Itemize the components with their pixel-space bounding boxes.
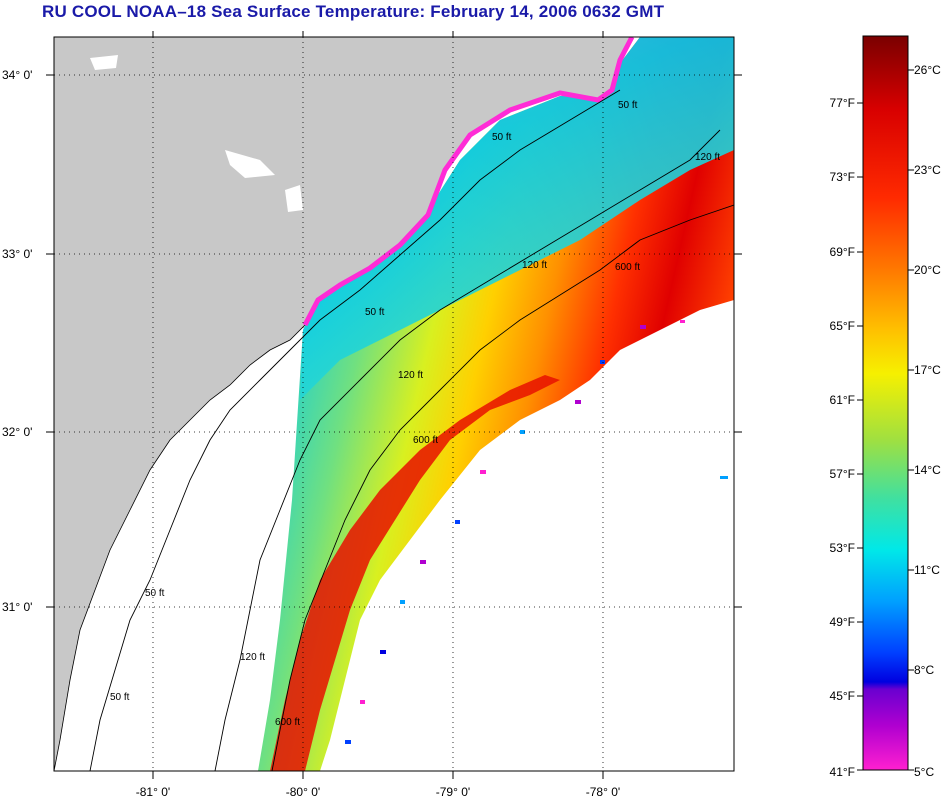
- lat-label: 31° 0': [2, 600, 32, 614]
- svg-text:120 ft: 120 ft: [522, 260, 547, 271]
- depth-contours: [89, 89, 734, 771]
- lat-label: 34° 0': [2, 68, 32, 82]
- cloud-edge-pixels: [345, 320, 728, 744]
- svg-text:600 ft: 600 ft: [275, 717, 300, 728]
- svg-text:600 ft: 600 ft: [615, 262, 640, 273]
- lake: [225, 150, 275, 178]
- svg-text:50 ft: 50 ft: [618, 100, 638, 111]
- svg-text:50 ft: 50 ft: [145, 588, 165, 599]
- coastline-edge: [302, 37, 635, 327]
- lake: [90, 55, 118, 70]
- svg-text:50 ft: 50 ft: [492, 132, 512, 143]
- lat-label: 32° 0': [2, 425, 32, 439]
- svg-text:120 ft: 120 ft: [240, 652, 265, 663]
- lon-label: -79° 0': [436, 785, 470, 799]
- svg-text:120 ft: 120 ft: [398, 370, 423, 381]
- map-title: RU COOL NOAA–18 Sea Surface Temperature:…: [42, 2, 665, 21]
- lat-label: 33° 0': [2, 247, 32, 261]
- nearshore-water: [300, 37, 734, 400]
- lon-label: -78° 0': [586, 785, 620, 799]
- svg-text:120 ft: 120 ft: [695, 152, 720, 163]
- gulf-stream-core: [270, 375, 560, 771]
- lake: [285, 185, 303, 212]
- svg-text:50 ft: 50 ft: [365, 307, 385, 318]
- map-grid: [54, 37, 734, 771]
- contour-labels: 50 ft 50 ft 50 ft 50 ft 50 ft 120 ft 120…: [110, 100, 720, 728]
- svg-text:600 ft: 600 ft: [413, 435, 438, 446]
- lon-label: -80° 0': [286, 785, 320, 799]
- lon-label: -81° 0': [136, 785, 170, 799]
- axis-ticks: [46, 31, 742, 779]
- svg-text:50 ft: 50 ft: [110, 692, 130, 703]
